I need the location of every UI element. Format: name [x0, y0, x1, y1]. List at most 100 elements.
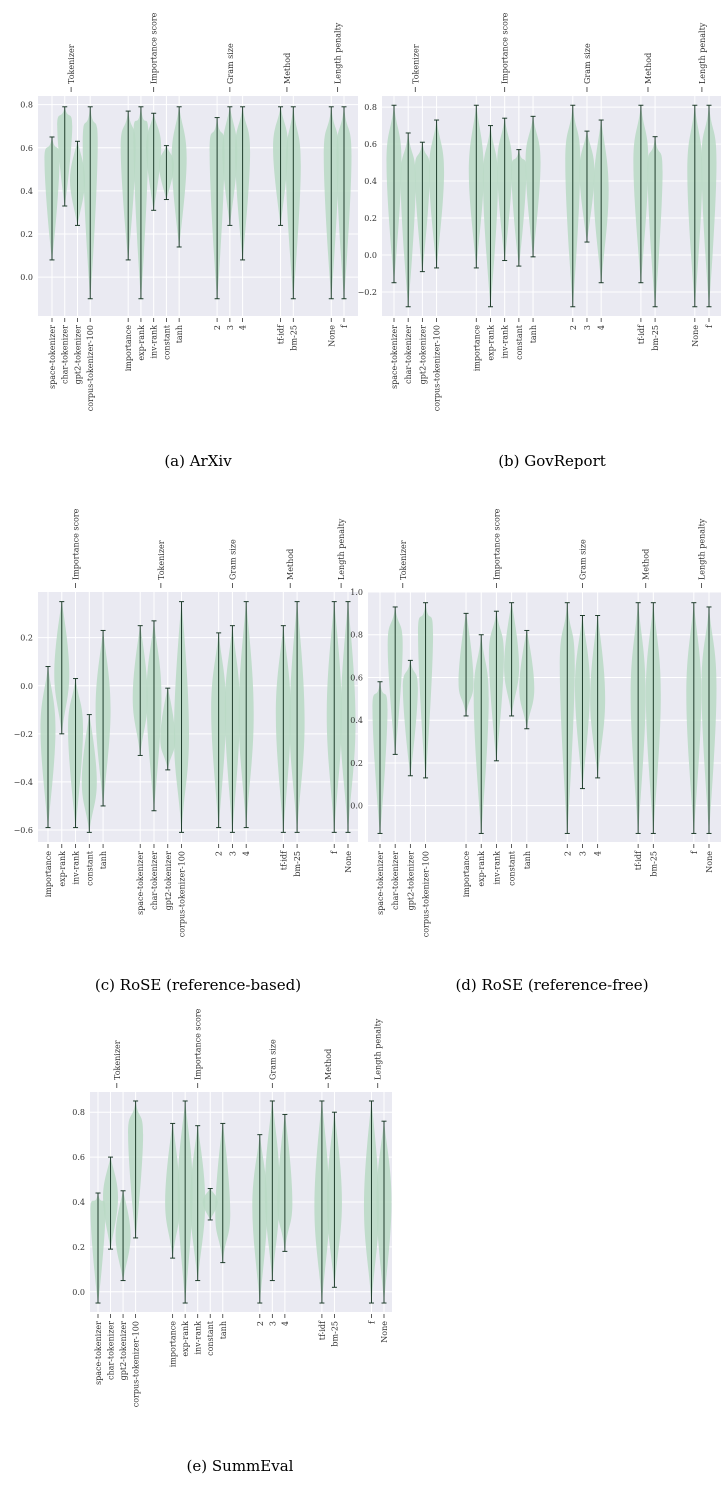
category-label: importance [169, 1321, 178, 1368]
category-label: tanh [99, 851, 108, 869]
y-tick-label: 0.6 [350, 673, 363, 682]
group-label: Gram size [226, 43, 235, 84]
group-label: Importance score [150, 12, 159, 84]
y-tick-label: 0.4 [20, 187, 33, 196]
category-label: tanh [523, 851, 532, 869]
group-label: Gram size [268, 1039, 277, 1080]
y-tick-label: 0.2 [20, 634, 33, 643]
category-label: constant [206, 1320, 215, 1356]
group-label: Method [644, 53, 653, 84]
group-label: Method [286, 549, 295, 580]
y-tick-label: 0.6 [20, 144, 33, 153]
group-label: Length penalty [374, 1018, 383, 1080]
category-label: 3 [268, 1321, 277, 1326]
category-label: 3 [578, 851, 587, 856]
category-label: gpt2-tokenizer [418, 325, 427, 385]
category-label: f [690, 850, 699, 854]
y-tick-label: 0.0 [20, 682, 33, 691]
group-label: Tokenizer [399, 540, 408, 580]
category-label: 3 [228, 851, 237, 856]
category-label: corpus-tokenizer-100 [422, 851, 431, 937]
y-tick-label: 0.2 [72, 1243, 85, 1252]
y-tick-label: −0.2 [358, 288, 377, 297]
chart-panel-b: −0.2 0.0 0.2 0.4 0.6 0.8 Tokenizer space-tokeni… [358, 12, 721, 470]
category-label: importance [44, 851, 53, 898]
chart-panel-e: 0.0 0.2 0.4 0.6 0.8 Tokenizer space-tokenizer c… [72, 1008, 392, 1475]
category-label: inv-rank [194, 1321, 203, 1355]
category-label: inv-rank [150, 325, 159, 359]
category-label: importance [124, 325, 133, 372]
category-label: f [367, 1320, 376, 1324]
y-tick-label: 0.8 [364, 103, 377, 112]
panel-caption: (b) GovReport [498, 452, 606, 470]
category-label: gpt2-tokenizer [119, 1321, 128, 1381]
panel-caption: (e) SummEval [187, 1457, 294, 1475]
group-label: Method [642, 549, 651, 580]
y-tick-label: 0.8 [20, 101, 33, 110]
y-tick-label: 0.6 [364, 140, 377, 149]
chart-panel-c: −0.6 −0.4 −0.2 0.0 0.2 Importance score import… [14, 508, 358, 994]
category-label: char-tokenizer [61, 325, 70, 384]
group-label: Importance score [72, 508, 81, 580]
category-label: None [705, 851, 714, 873]
y-tick-label: 0.4 [350, 716, 363, 725]
category-label: inv-rank [501, 325, 510, 359]
category-label: tf-idf [637, 324, 646, 344]
category-label: exp-rank [477, 851, 486, 887]
group-label: Length penalty [337, 518, 346, 580]
category-label: corpus-tokenizer-100 [433, 325, 442, 411]
group-label: Method [283, 53, 292, 84]
group-label: Tokenizer [67, 44, 76, 84]
category-label: tf-idf [318, 1320, 327, 1340]
category-label: f [340, 324, 349, 328]
category-label: char-tokenizer [391, 851, 400, 910]
category-label: space-tokenizer [136, 851, 145, 915]
group-label: Tokenizer [113, 1040, 122, 1080]
panel-caption: (c) RoSE (reference-based) [95, 976, 301, 994]
group-label: Length penalty [697, 518, 706, 580]
group-label: Tokenizer [157, 540, 166, 580]
category-label: 2 [213, 325, 222, 330]
y-tick-label: −0.4 [14, 778, 33, 787]
category-label: tf-idf [634, 850, 643, 870]
y-tick-label: 0.6 [72, 1153, 85, 1162]
category-label: corpus-tokenizer-100 [132, 1321, 141, 1407]
category-label: 4 [239, 325, 248, 330]
category-label: 2 [256, 1321, 265, 1326]
category-label: corpus-tokenizer-100 [86, 325, 95, 411]
category-label: tanh [175, 325, 184, 343]
group-label: Tokenizer [411, 44, 420, 84]
group-label: Length penalty [334, 22, 343, 84]
category-label: None [380, 1321, 389, 1343]
category-label: space-tokenizer [48, 325, 57, 389]
group-label: Importance score [194, 1008, 203, 1080]
category-label: inv-rank [492, 851, 501, 885]
category-label: importance [472, 325, 481, 372]
category-label: gpt2-tokenizer [164, 851, 173, 911]
category-label: bm-25 [293, 851, 302, 877]
group-label: Gram size [578, 539, 587, 580]
group-label: Gram size [583, 43, 592, 84]
category-label: space-tokenizer [390, 325, 399, 389]
y-tick-label: 1.0 [350, 588, 363, 597]
category-label: constant [85, 850, 94, 886]
group-label: Length penalty [698, 22, 707, 84]
category-label: 2 [563, 851, 572, 856]
category-label: None [327, 325, 336, 347]
panel-caption: (a) ArXiv [164, 452, 232, 470]
category-label: constant [162, 324, 171, 360]
category-label: exp-rank [137, 325, 146, 361]
y-tick-label: 0.0 [20, 273, 33, 282]
category-label: bm-25 [649, 851, 658, 877]
y-tick-label: 0.0 [350, 802, 363, 811]
category-label: tanh [219, 1321, 228, 1339]
category-label: bm-25 [651, 325, 660, 351]
category-label: char-tokenizer [150, 851, 159, 910]
category-label: char-tokenizer [404, 325, 413, 384]
panel-caption: (d) RoSE (reference-free) [455, 976, 648, 994]
y-tick-label: 0.2 [364, 214, 377, 223]
category-label: bm-25 [330, 1321, 339, 1347]
category-label: 4 [597, 325, 606, 330]
y-tick-label: 0.4 [72, 1198, 85, 1207]
